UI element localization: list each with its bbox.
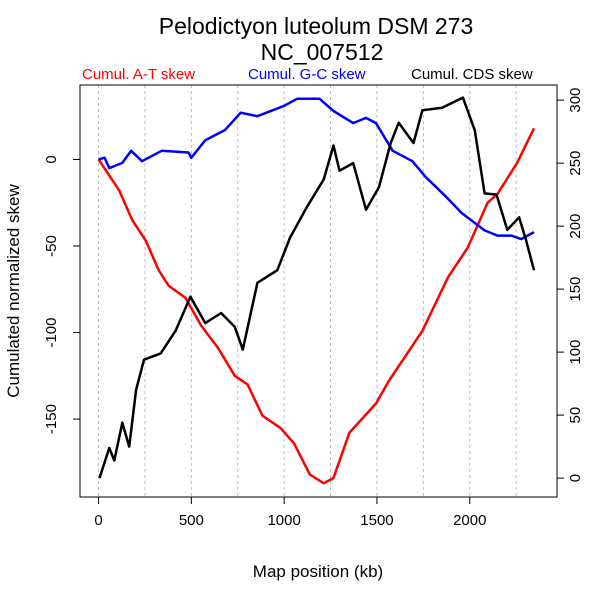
y-left-tick-label: -150: [43, 404, 60, 434]
y-right-tick-label: 50: [567, 407, 584, 424]
legend-at-skew: Cumul. A-T skew: [82, 66, 195, 83]
y-left-tick-label: -50: [43, 235, 60, 257]
x-tick-label: 1000: [267, 512, 300, 529]
y-axis-left: 0 -50 -100 -150: [43, 155, 81, 434]
x-tick-label: 500: [179, 512, 204, 529]
series-line-at-skew: [97, 127, 536, 485]
y-right-tick-label: 250: [567, 151, 584, 176]
series-line-cds-skew: [98, 96, 536, 479]
y-right-tick-label: 200: [567, 214, 584, 239]
y-right-tick-label: 300: [567, 88, 584, 113]
plot-frame: [79, 84, 558, 498]
chart-subtitle: NC_007512: [261, 39, 384, 65]
legend-gc-skew: Cumul. G-C skew: [248, 66, 366, 83]
y-left-tick-label: -100: [43, 318, 60, 348]
y-axis-right: 0 50 100 150 200 250 300: [556, 88, 584, 482]
x-tick-label: 0: [94, 512, 102, 529]
x-axis-label: Map position (kb): [253, 562, 383, 581]
chart-title: Pelodictyon luteolum DSM 273: [159, 13, 474, 39]
legend-cds-skew: Cumul. CDS skew: [411, 66, 533, 83]
y-left-tick-label: 0: [43, 155, 60, 163]
x-tick-label: 1500: [360, 512, 393, 529]
y-right-tick-label: 100: [567, 340, 584, 365]
y-right-tick-label: 150: [567, 277, 584, 302]
y-right-tick-label: 0: [567, 474, 584, 482]
series-line-gc-skew: [98, 97, 535, 241]
x-axis: 0 500 1000 1500 2000: [94, 496, 486, 529]
grid-lines: [98, 85, 517, 497]
series-lines: [97, 96, 536, 485]
x-tick-label: 2000: [453, 512, 486, 529]
y-axis-label: Cumulated normalized skew: [4, 184, 23, 398]
